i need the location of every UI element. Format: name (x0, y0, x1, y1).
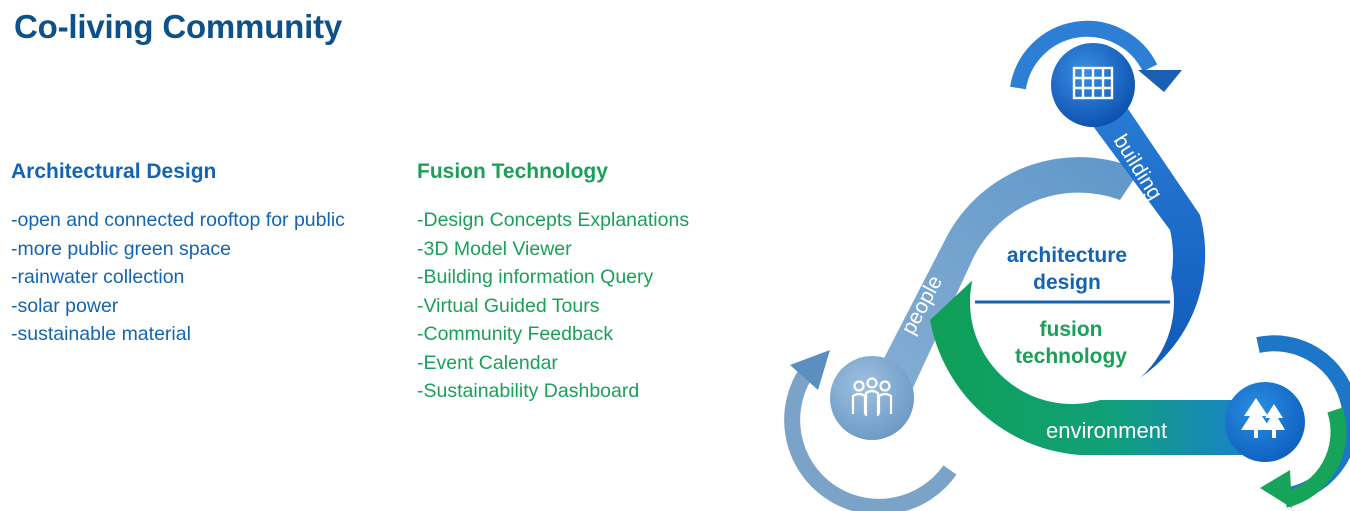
center-circle: architecture design fusion technology (970, 200, 1174, 404)
people-node (830, 356, 914, 440)
list-item: -Sustainability Dashboard (417, 380, 640, 402)
center-top-line1: architecture (1007, 244, 1127, 267)
band-label-environment: environment (1046, 418, 1167, 443)
list-item: -Community Feedback (417, 323, 614, 345)
environment-cycle-arrow (1256, 335, 1350, 508)
list-item: -more public green space (11, 237, 232, 260)
building-cycle-arrow (1010, 20, 1182, 92)
list-item: -Design Concepts Explanations (417, 209, 690, 231)
fusion-technology-heading: Fusion Technology (417, 160, 608, 183)
building-node (1051, 43, 1135, 127)
environment-node (1225, 382, 1305, 462)
fusion-technology-section: Fusion Technology -Design Concepts Expla… (417, 160, 689, 406)
architectural-design-section: Architectural Design -open and connected… (11, 160, 345, 349)
environment-band (930, 278, 1260, 455)
people-icon (851, 377, 893, 416)
page-title: Co-living Community (14, 8, 343, 45)
building-icon (1072, 66, 1114, 100)
fusion-technology-list: -Design Concepts Explanations -3D Model … (417, 206, 689, 406)
list-item: -rainwater collection (11, 266, 185, 288)
list-item: -3D Model Viewer (417, 237, 572, 260)
center-bottom-line2: technology (1015, 345, 1127, 368)
people-band (865, 157, 1140, 405)
architectural-design-list: -open and connected rooftop for public -… (11, 206, 345, 349)
trees-icon (1241, 398, 1285, 438)
list-item: -solar power (11, 294, 119, 317)
list-item: -open and connected rooftop for public (11, 209, 345, 231)
list-item: -sustainable material (11, 323, 191, 345)
center-top-line2: design (1033, 271, 1101, 294)
architectural-design-heading: Architectural Design (11, 160, 217, 183)
list-item: -Event Calendar (417, 351, 558, 374)
people-cycle-arrow (784, 350, 957, 511)
center-bottom-line1: fusion (1040, 318, 1103, 341)
list-item: -Building information Query (417, 266, 654, 288)
co-living-cycle-diagram: architecture design fusion technology bu… (784, 20, 1350, 511)
list-item: -Virtual Guided Tours (417, 294, 600, 317)
